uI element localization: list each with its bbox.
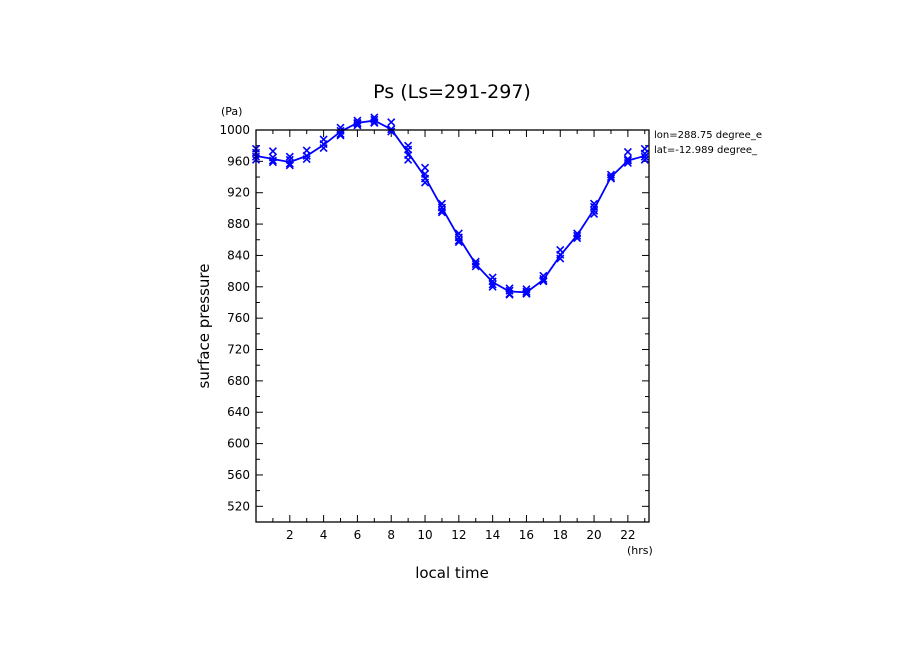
chart-title: Ps (Ls=291-297): [373, 81, 531, 103]
data-point: [420, 163, 430, 172]
data-point: [387, 118, 396, 127]
x-tick-label: 10: [417, 528, 432, 542]
y-tick-label: 720: [227, 343, 250, 357]
y-tick-label: 600: [227, 437, 250, 451]
data-point: [606, 172, 616, 182]
data-point: [268, 156, 277, 165]
y-tick-label: 640: [227, 405, 250, 419]
y-tick-label: 960: [227, 154, 250, 168]
data-point: [353, 121, 362, 130]
data-point: [471, 259, 480, 269]
y-tick-label: 880: [227, 217, 250, 231]
x-tick-label: 2: [286, 528, 294, 542]
data-point: [623, 147, 632, 157]
data-point: [420, 178, 430, 187]
data-group: [251, 113, 649, 299]
x-tick-label: 20: [586, 528, 601, 542]
lon-annotation: lon=288.75 degree_e: [654, 130, 762, 141]
x-tick-label: 22: [620, 528, 635, 542]
data-point: [488, 282, 497, 291]
data-point: [623, 158, 632, 167]
axes-group: 520 560 600 640 680 720 760 800 840 880 920 960 1000…: [219, 123, 649, 542]
data-point: [539, 274, 548, 284]
x-tick-label: 8: [387, 528, 395, 542]
series-line: [255, 119, 646, 294]
data-point: [268, 147, 277, 156]
data-point: [370, 115, 379, 124]
data-point: [404, 155, 413, 164]
data-point: [471, 262, 480, 271]
y-tick-label: 680: [227, 374, 250, 388]
y-tick-label: 920: [227, 186, 250, 200]
data-point: [319, 143, 328, 153]
y-tick-label: 800: [227, 280, 250, 294]
data-point: [505, 290, 514, 299]
x-unit-label: (hrs): [627, 544, 653, 557]
data-point: [302, 154, 311, 164]
plot-frame: [255, 129, 650, 523]
data-point: [285, 152, 294, 161]
data-point: [573, 234, 582, 243]
data-point: [437, 206, 447, 215]
data-point: [454, 238, 463, 247]
data-point: [640, 149, 649, 158]
data-point: [454, 236, 463, 245]
data-point: [522, 287, 531, 296]
x-tick-label: 4: [320, 528, 328, 542]
data-point: [589, 209, 599, 218]
y-tick-label: 760: [227, 311, 250, 325]
x-tick-label: 16: [519, 528, 534, 542]
y-unit-label: (Pa): [221, 105, 242, 118]
data-point: [285, 159, 294, 168]
y-tick-label: 840: [227, 248, 250, 262]
data-point: [437, 208, 447, 217]
x-tick-label: 12: [451, 528, 466, 542]
data-point: [556, 254, 565, 263]
data-point: [589, 199, 599, 208]
annotation-clip: [779, 128, 809, 158]
data-point: [539, 276, 548, 285]
lat-annotation: lat=-12.989 degree_: [654, 145, 758, 156]
y-tick-label: 560: [227, 468, 250, 482]
data-point: [522, 289, 531, 298]
data-point: [573, 231, 582, 240]
data-point: [589, 206, 599, 215]
data-point: [387, 127, 396, 136]
data-point: [370, 118, 379, 128]
data-point: [640, 152, 649, 161]
data-point: [302, 151, 311, 160]
y-axis-label: surface pressure: [195, 264, 213, 389]
data-point: [488, 280, 497, 289]
x-tick-label: 18: [553, 528, 568, 542]
data-point: [268, 158, 277, 167]
y-tick-label: 1000: [219, 123, 250, 137]
x-axis-label: local time: [415, 564, 489, 582]
y-tick-label: 520: [227, 499, 250, 513]
data-point: [285, 161, 294, 170]
data-point: [336, 131, 345, 140]
data-point: [606, 174, 616, 183]
x-tick-label: 14: [485, 528, 500, 542]
data-point: [640, 155, 649, 164]
data-point: [387, 125, 396, 134]
x-tick-label: 6: [354, 528, 362, 542]
data-point: [623, 156, 632, 165]
data-point: [353, 119, 362, 128]
data-point: [336, 129, 345, 138]
